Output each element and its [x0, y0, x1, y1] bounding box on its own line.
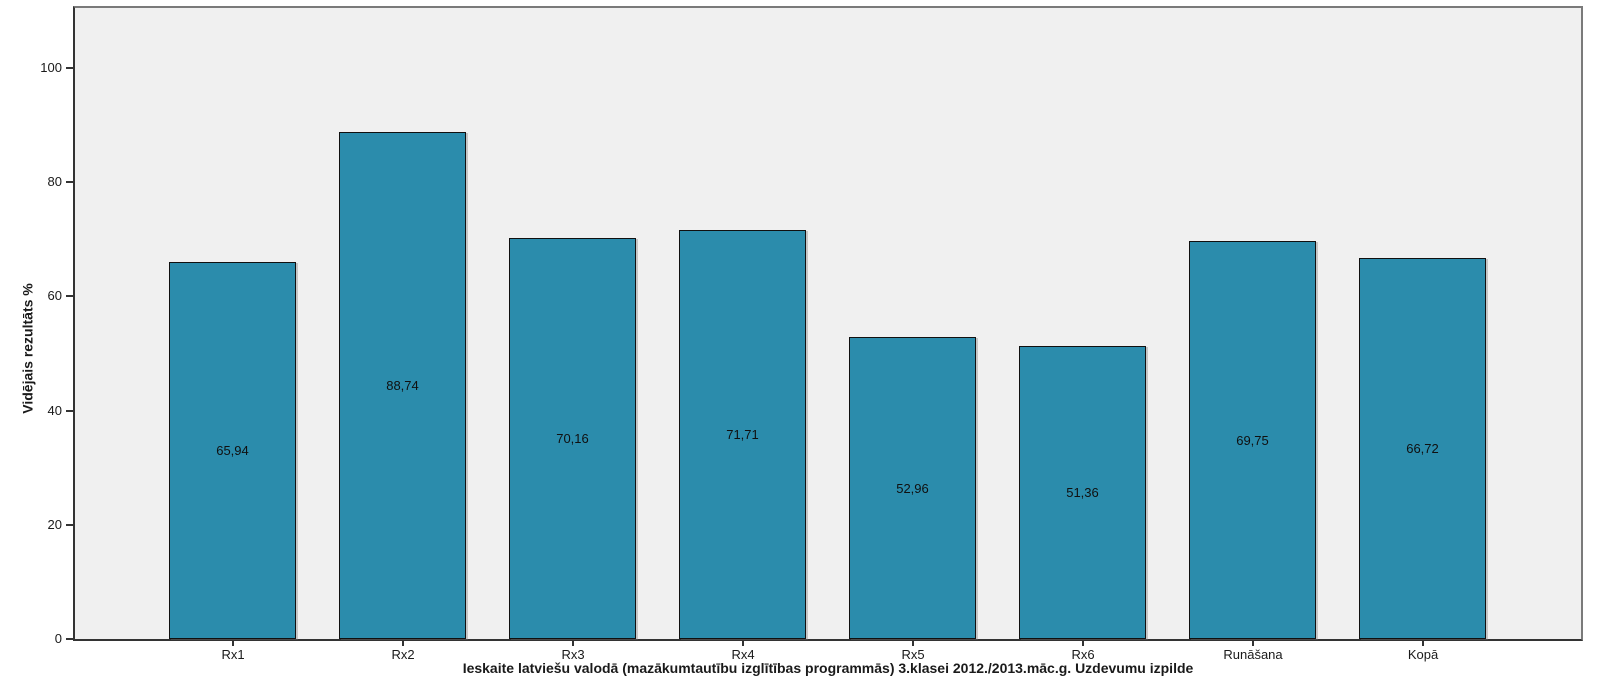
- bar-Runāšana: 69,75: [1189, 241, 1316, 639]
- y-tick-label: 100: [40, 60, 62, 75]
- y-tick-mark: [66, 67, 73, 69]
- bar-Rx3: 70,16: [509, 238, 636, 639]
- x-category-label-Kopā: Kopā: [1407, 647, 1439, 662]
- x-tick-mark: [232, 641, 234, 646]
- x-tick-mark: [572, 641, 574, 646]
- bar-value-label: 52,96: [896, 480, 929, 496]
- x-category-label-Rx6: Rx6: [1071, 647, 1095, 662]
- bar-Rx4: 71,71: [679, 230, 806, 639]
- bar-Rx6: 51,36: [1019, 346, 1146, 639]
- y-tick-mark: [66, 638, 73, 640]
- x-category-label-Rx1: Rx1: [221, 647, 245, 662]
- x-category-label-Rx2: Rx2: [391, 647, 415, 662]
- plot-area: 65,94 88,74 70,16 71,71 52,96 51,36 69,75 66,72: [73, 6, 1583, 641]
- bar-Rx5: 52,96: [849, 337, 976, 639]
- y-tick-label: 20: [47, 517, 62, 532]
- x-axis-title: Ieskaite latviešu valodā (mazākumtautību…: [462, 660, 1194, 676]
- x-tick-mark: [402, 641, 404, 646]
- bar-Kopā: 66,72: [1359, 258, 1486, 639]
- y-tick-label: 40: [47, 403, 62, 418]
- bar-value-label: 66,72: [1406, 441, 1439, 456]
- x-category-label-Rx4: Rx4: [731, 647, 755, 662]
- bar-value-label: 71,71: [726, 427, 759, 442]
- x-tick-mark: [912, 641, 914, 646]
- y-axis-title: Vidējais rezultāts %: [19, 283, 36, 414]
- x-category-label-Rx3: Rx3: [561, 647, 585, 662]
- y-tick-label: 80: [47, 174, 62, 189]
- bar-value-label: 70,16: [556, 431, 589, 446]
- bar-value-label: 51,36: [1066, 485, 1099, 500]
- y-tick-mark: [66, 410, 73, 412]
- y-tick-mark: [66, 524, 73, 526]
- bar-value-label: 88,74: [386, 378, 419, 393]
- bar-value-label: 69,75: [1236, 432, 1269, 448]
- bar-Rx1: 65,94: [169, 262, 296, 639]
- x-tick-mark: [1082, 641, 1084, 646]
- x-tick-mark: [1252, 641, 1254, 646]
- bar-value-label: 65,94: [216, 443, 249, 458]
- x-tick-mark: [742, 641, 744, 646]
- x-category-label-Rx5: Rx5: [901, 647, 925, 662]
- y-tick-mark: [66, 181, 73, 183]
- y-tick-mark: [66, 295, 73, 297]
- x-tick-mark: [1422, 641, 1424, 646]
- x-category-label-Runāšana: Runāšana: [1223, 647, 1283, 662]
- y-tick-label: 0: [54, 631, 62, 646]
- y-tick-label: 60: [47, 288, 62, 303]
- bar-Rx2: 88,74: [339, 132, 466, 639]
